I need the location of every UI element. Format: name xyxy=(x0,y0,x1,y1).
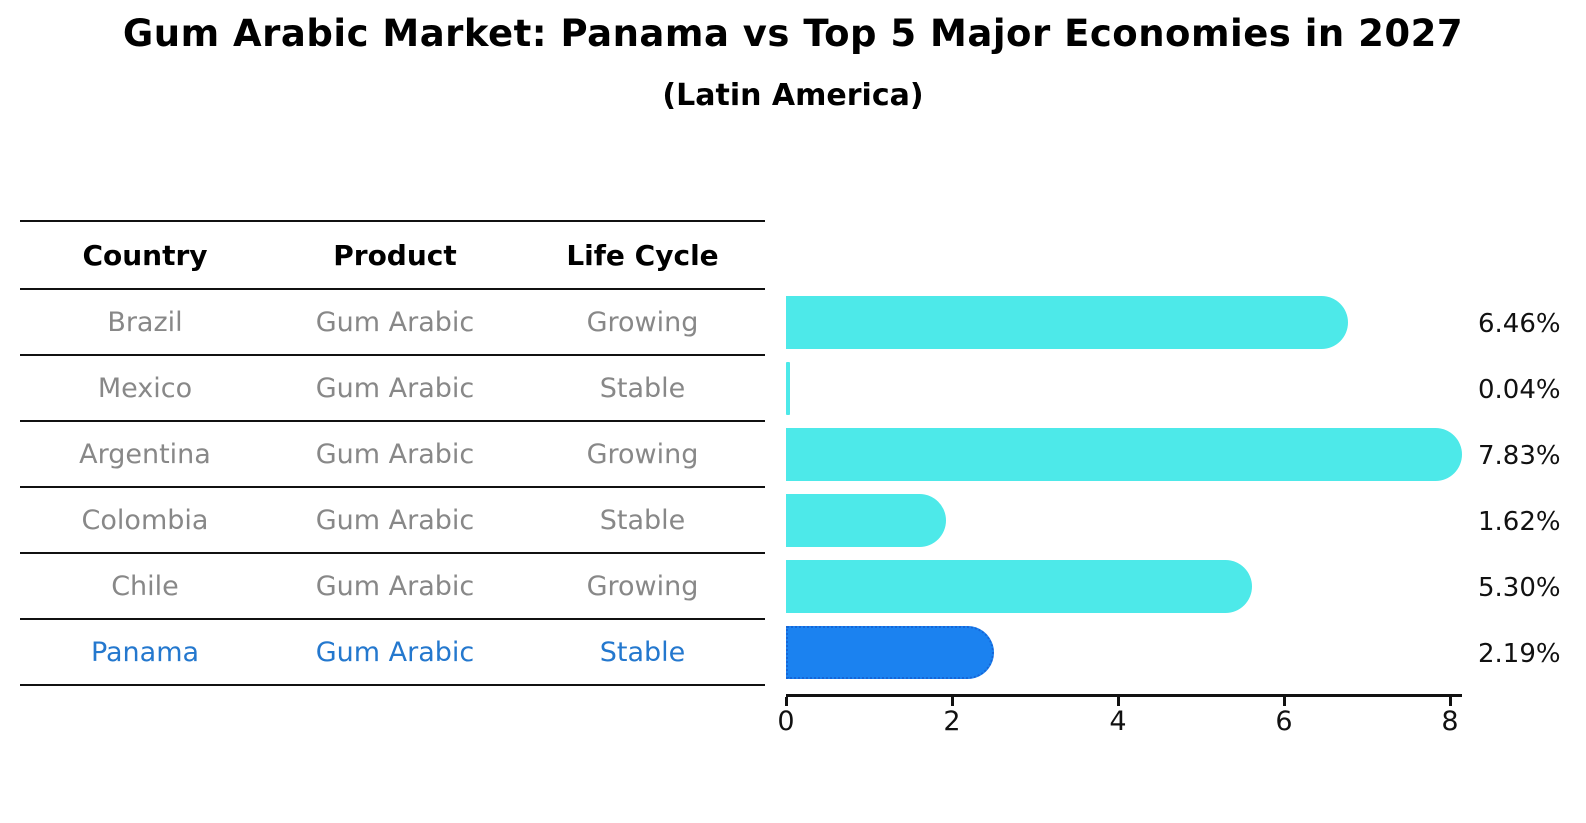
row-cell-country: Brazil xyxy=(107,306,183,338)
bar xyxy=(786,361,790,415)
row-cell-life-cycle: Stable xyxy=(599,372,686,404)
row-cell-country: Mexico xyxy=(97,372,193,404)
row-cell-product: Gum Arabic xyxy=(315,504,475,536)
bar xyxy=(786,559,1252,613)
table-header-row: Country Product Life Cycle xyxy=(20,222,765,290)
table-row: Chile Gum Arabic Growing xyxy=(20,554,765,620)
x-axis-line xyxy=(786,694,1462,697)
header-cell-product: Product xyxy=(333,238,457,272)
x-tick-label: 4 xyxy=(1109,706,1127,737)
row-cell-life-cycle: Stable xyxy=(599,636,686,668)
x-tick-label: 6 xyxy=(1275,706,1293,737)
value-label: 1.62% xyxy=(1478,507,1561,537)
x-tick-label: 8 xyxy=(1441,706,1459,737)
value-label: 7.83% xyxy=(1478,441,1561,471)
row-cell-product: Gum Arabic xyxy=(315,438,475,470)
row-cell-country: Colombia xyxy=(81,504,209,536)
bar xyxy=(786,427,1462,481)
x-tick xyxy=(1448,697,1452,706)
row-cell-country: Chile xyxy=(111,570,179,602)
row-cell-product: Gum Arabic xyxy=(315,372,475,404)
row-cell-country: Panama xyxy=(90,636,200,668)
x-tick xyxy=(950,697,954,706)
bar xyxy=(786,493,947,547)
x-tick-label: 2 xyxy=(943,706,961,737)
highlighted-bar xyxy=(786,625,994,679)
table-row: Colombia Gum Arabic Stable xyxy=(20,488,765,554)
row-cell-life-cycle: Stable xyxy=(599,504,686,536)
header-cell-life-cycle: Life Cycle xyxy=(566,238,719,272)
value-label: 6.46% xyxy=(1478,309,1561,339)
data-table: Country Product Life Cycle Brazil Gum Ara… xyxy=(20,220,765,686)
row-cell-product: Gum Arabic xyxy=(315,636,475,668)
chart-subtitle: (Latin America) xyxy=(662,78,924,113)
value-label: 2.19% xyxy=(1478,639,1561,669)
row-cell-country: Argentina xyxy=(79,438,211,470)
x-tick xyxy=(784,697,788,706)
bar xyxy=(786,295,1349,349)
table-row: Panama Gum Arabic Stable xyxy=(20,620,765,686)
x-tick-label: 0 xyxy=(777,706,795,737)
table-row: Brazil Gum Arabic Growing xyxy=(20,290,765,356)
row-cell-product: Gum Arabic xyxy=(315,570,475,602)
chart-title: Gum Arabic Market: Panama vs Top 5 Major… xyxy=(122,12,1464,55)
value-label: 5.30% xyxy=(1478,573,1561,603)
value-label: 0.04% xyxy=(1478,375,1561,405)
row-cell-product: Gum Arabic xyxy=(315,306,475,338)
x-tick xyxy=(1282,697,1286,706)
row-cell-life-cycle: Growing xyxy=(586,306,699,338)
header-cell-country: Country xyxy=(82,238,208,272)
table-row: Mexico Gum Arabic Stable xyxy=(20,356,765,422)
row-cell-life-cycle: Growing xyxy=(586,438,699,470)
row-cell-life-cycle: Growing xyxy=(586,570,699,602)
table-body: Brazil Gum Arabic Growing Mexico Gum Arabic S… xyxy=(20,290,765,686)
x-tick xyxy=(1116,697,1120,706)
table-row: Argentina Gum Arabic Growing xyxy=(20,422,765,488)
